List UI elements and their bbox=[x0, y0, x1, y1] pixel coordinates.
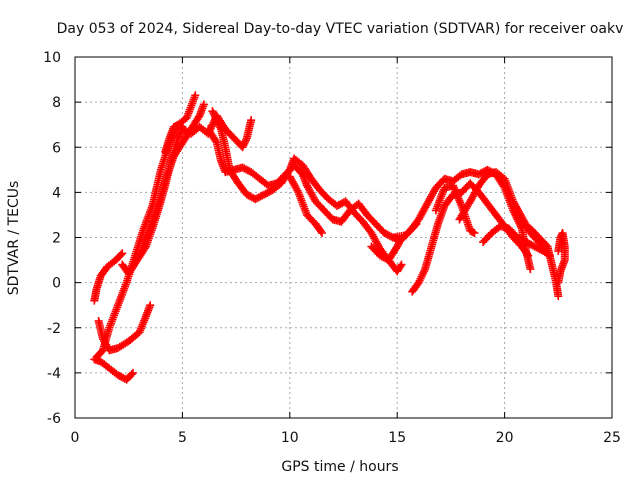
series-arc-18 bbox=[554, 228, 569, 287]
data-point bbox=[146, 301, 155, 310]
data-point bbox=[397, 260, 406, 269]
y-tick-label: 2 bbox=[52, 231, 61, 247]
x-tick-label: 0 bbox=[71, 430, 80, 446]
y-tick-label: 6 bbox=[52, 140, 61, 156]
data-point bbox=[118, 249, 127, 258]
y-axis-label: SDTVAR / TECUs bbox=[6, 181, 22, 296]
data-layer bbox=[90, 91, 569, 384]
data-point bbox=[247, 116, 256, 125]
x-axis-label: GPS time / hours bbox=[281, 459, 398, 475]
y-tick-label: 4 bbox=[52, 185, 61, 201]
series-arc-11 bbox=[367, 233, 406, 265]
series-arc-17 bbox=[517, 219, 563, 301]
y-tick-label: -2 bbox=[47, 321, 61, 337]
data-point bbox=[318, 228, 327, 237]
data-point bbox=[178, 122, 187, 131]
x-tick-label: 5 bbox=[178, 430, 187, 446]
x-tick-label: 25 bbox=[603, 430, 621, 446]
series-arc-06 bbox=[135, 100, 208, 260]
data-point bbox=[554, 278, 563, 287]
y-tick-label: 0 bbox=[52, 276, 61, 292]
y-tick-label: -6 bbox=[47, 411, 61, 427]
tick-layer: 0 5 10 15 20 25 -6 -4 -2 0 2 4 6 8 10 bbox=[43, 50, 621, 446]
x-tick-label: 20 bbox=[496, 430, 514, 446]
data-point bbox=[526, 265, 535, 274]
x-tick-label: 15 bbox=[388, 430, 406, 446]
data-point bbox=[191, 91, 200, 100]
data-point bbox=[470, 228, 479, 237]
data-point bbox=[128, 368, 137, 377]
data-point bbox=[554, 292, 563, 301]
data-point bbox=[199, 100, 208, 109]
series-arc-07 bbox=[161, 120, 187, 156]
y-tick-label: 10 bbox=[43, 50, 61, 66]
chart-title: Day 053 of 2024, Sidereal Day-to-day VTE… bbox=[57, 21, 624, 37]
y-tick-label: -4 bbox=[47, 366, 61, 382]
series-arc-01 bbox=[90, 249, 127, 305]
x-tick-label: 10 bbox=[281, 430, 299, 446]
series-arc-10 bbox=[285, 172, 327, 237]
y-tick-label: 8 bbox=[52, 95, 61, 111]
